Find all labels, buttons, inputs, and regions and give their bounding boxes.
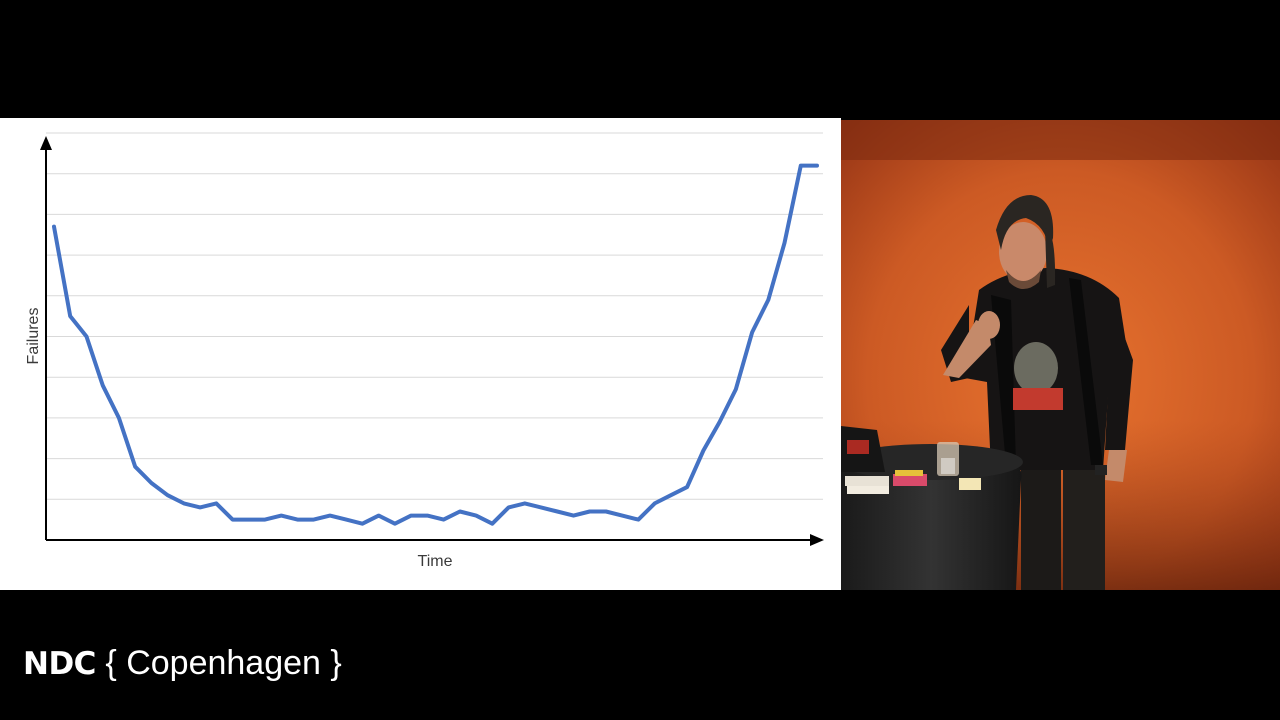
brand-name: NDC <box>23 646 96 682</box>
speaker-table <box>841 426 1023 590</box>
x-axis-arrow <box>810 534 824 546</box>
failure-series-line <box>52 163 819 526</box>
x-axis-label: Time <box>418 553 453 570</box>
brand-city: { Copenhagen } <box>105 644 342 682</box>
y-axis-label: Failures <box>25 308 42 365</box>
speaker-video <box>841 120 1280 590</box>
speaker-figure <box>941 195 1133 590</box>
slide-panel: Time Failures <box>0 118 841 590</box>
failure-rate-chart: Time Failures <box>25 132 824 570</box>
conference-brand: NDC { Copenhagen } <box>23 640 342 686</box>
y-axis-arrow <box>40 136 52 150</box>
